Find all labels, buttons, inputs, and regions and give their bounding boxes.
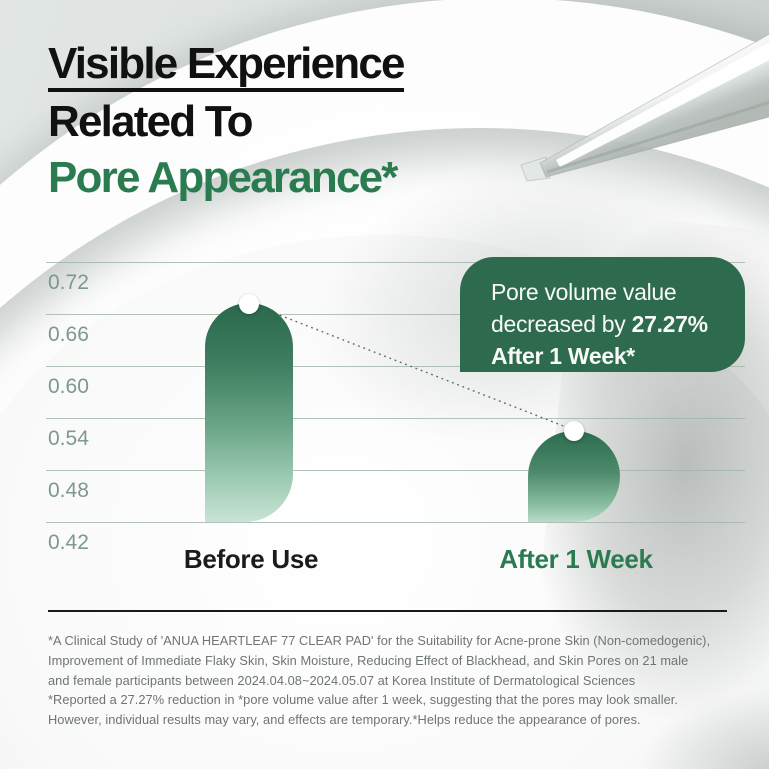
bar-before-use — [205, 303, 293, 522]
gridline — [46, 418, 745, 419]
y-axis-tick-label: 0.48 — [48, 479, 89, 502]
footnote-line: *A Clinical Study of 'ANUA HEARTLEAF 77 … — [48, 633, 711, 648]
y-axis-tick-label: 0.60 — [48, 375, 89, 398]
callout-percentage: 27.27% — [631, 311, 709, 337]
bar-after-1-week — [528, 431, 620, 522]
category-label-before-use: Before Use — [183, 544, 319, 574]
dropper-inner-tube — [546, 100, 769, 174]
y-axis-tick-label: 0.54 — [48, 427, 89, 450]
gridline — [46, 314, 745, 315]
y-axis-tick-label: 0.66 — [48, 323, 89, 346]
gridline — [46, 366, 745, 367]
title-line-1: Visible Experience — [48, 42, 405, 92]
footnote-text: *A Clinical Study of 'ANUA HEARTLEAF 77 … — [48, 631, 730, 730]
footnote: *A Clinical Study of 'ANUA HEARTLEAF 77 … — [48, 610, 730, 730]
callout-line-3: After 1 Week* — [491, 343, 635, 369]
page-title: Visible Experience Related To Pore Appea… — [48, 42, 405, 202]
gridline — [46, 522, 745, 523]
footnote-divider — [48, 610, 727, 612]
data-point-marker-after — [564, 421, 584, 441]
footnote-line: Improvement of Immediate Flaky Skin, Ski… — [48, 652, 689, 668]
callout-line-2: decreased by 27.27% — [491, 308, 729, 340]
title-line-2: Related To — [48, 97, 253, 146]
callout-bubble: Pore volume value decreased by 27.27% Af… — [460, 257, 745, 372]
data-point-marker-before — [239, 294, 259, 314]
callout-line-1: Pore volume value — [491, 279, 677, 305]
category-label-after-1-week: After 1 Week — [499, 544, 653, 574]
gridline — [46, 470, 745, 471]
dropper-highlight — [556, 42, 769, 167]
y-axis-tick-label: 0.72 — [48, 271, 89, 294]
footnote-line: However, individual results may vary, an… — [48, 712, 641, 728]
callout-line-2-prefix: decreased by — [491, 311, 632, 337]
y-axis-tick-label: 0.42 — [48, 531, 89, 554]
footnote-line: *Reported a 27.27% reduction in *pore vo… — [48, 692, 678, 708]
gridline — [46, 262, 745, 263]
footnote-line: and female participants between 2024.04.… — [48, 672, 636, 688]
title-line-3: Pore Appearance* — [48, 153, 398, 202]
